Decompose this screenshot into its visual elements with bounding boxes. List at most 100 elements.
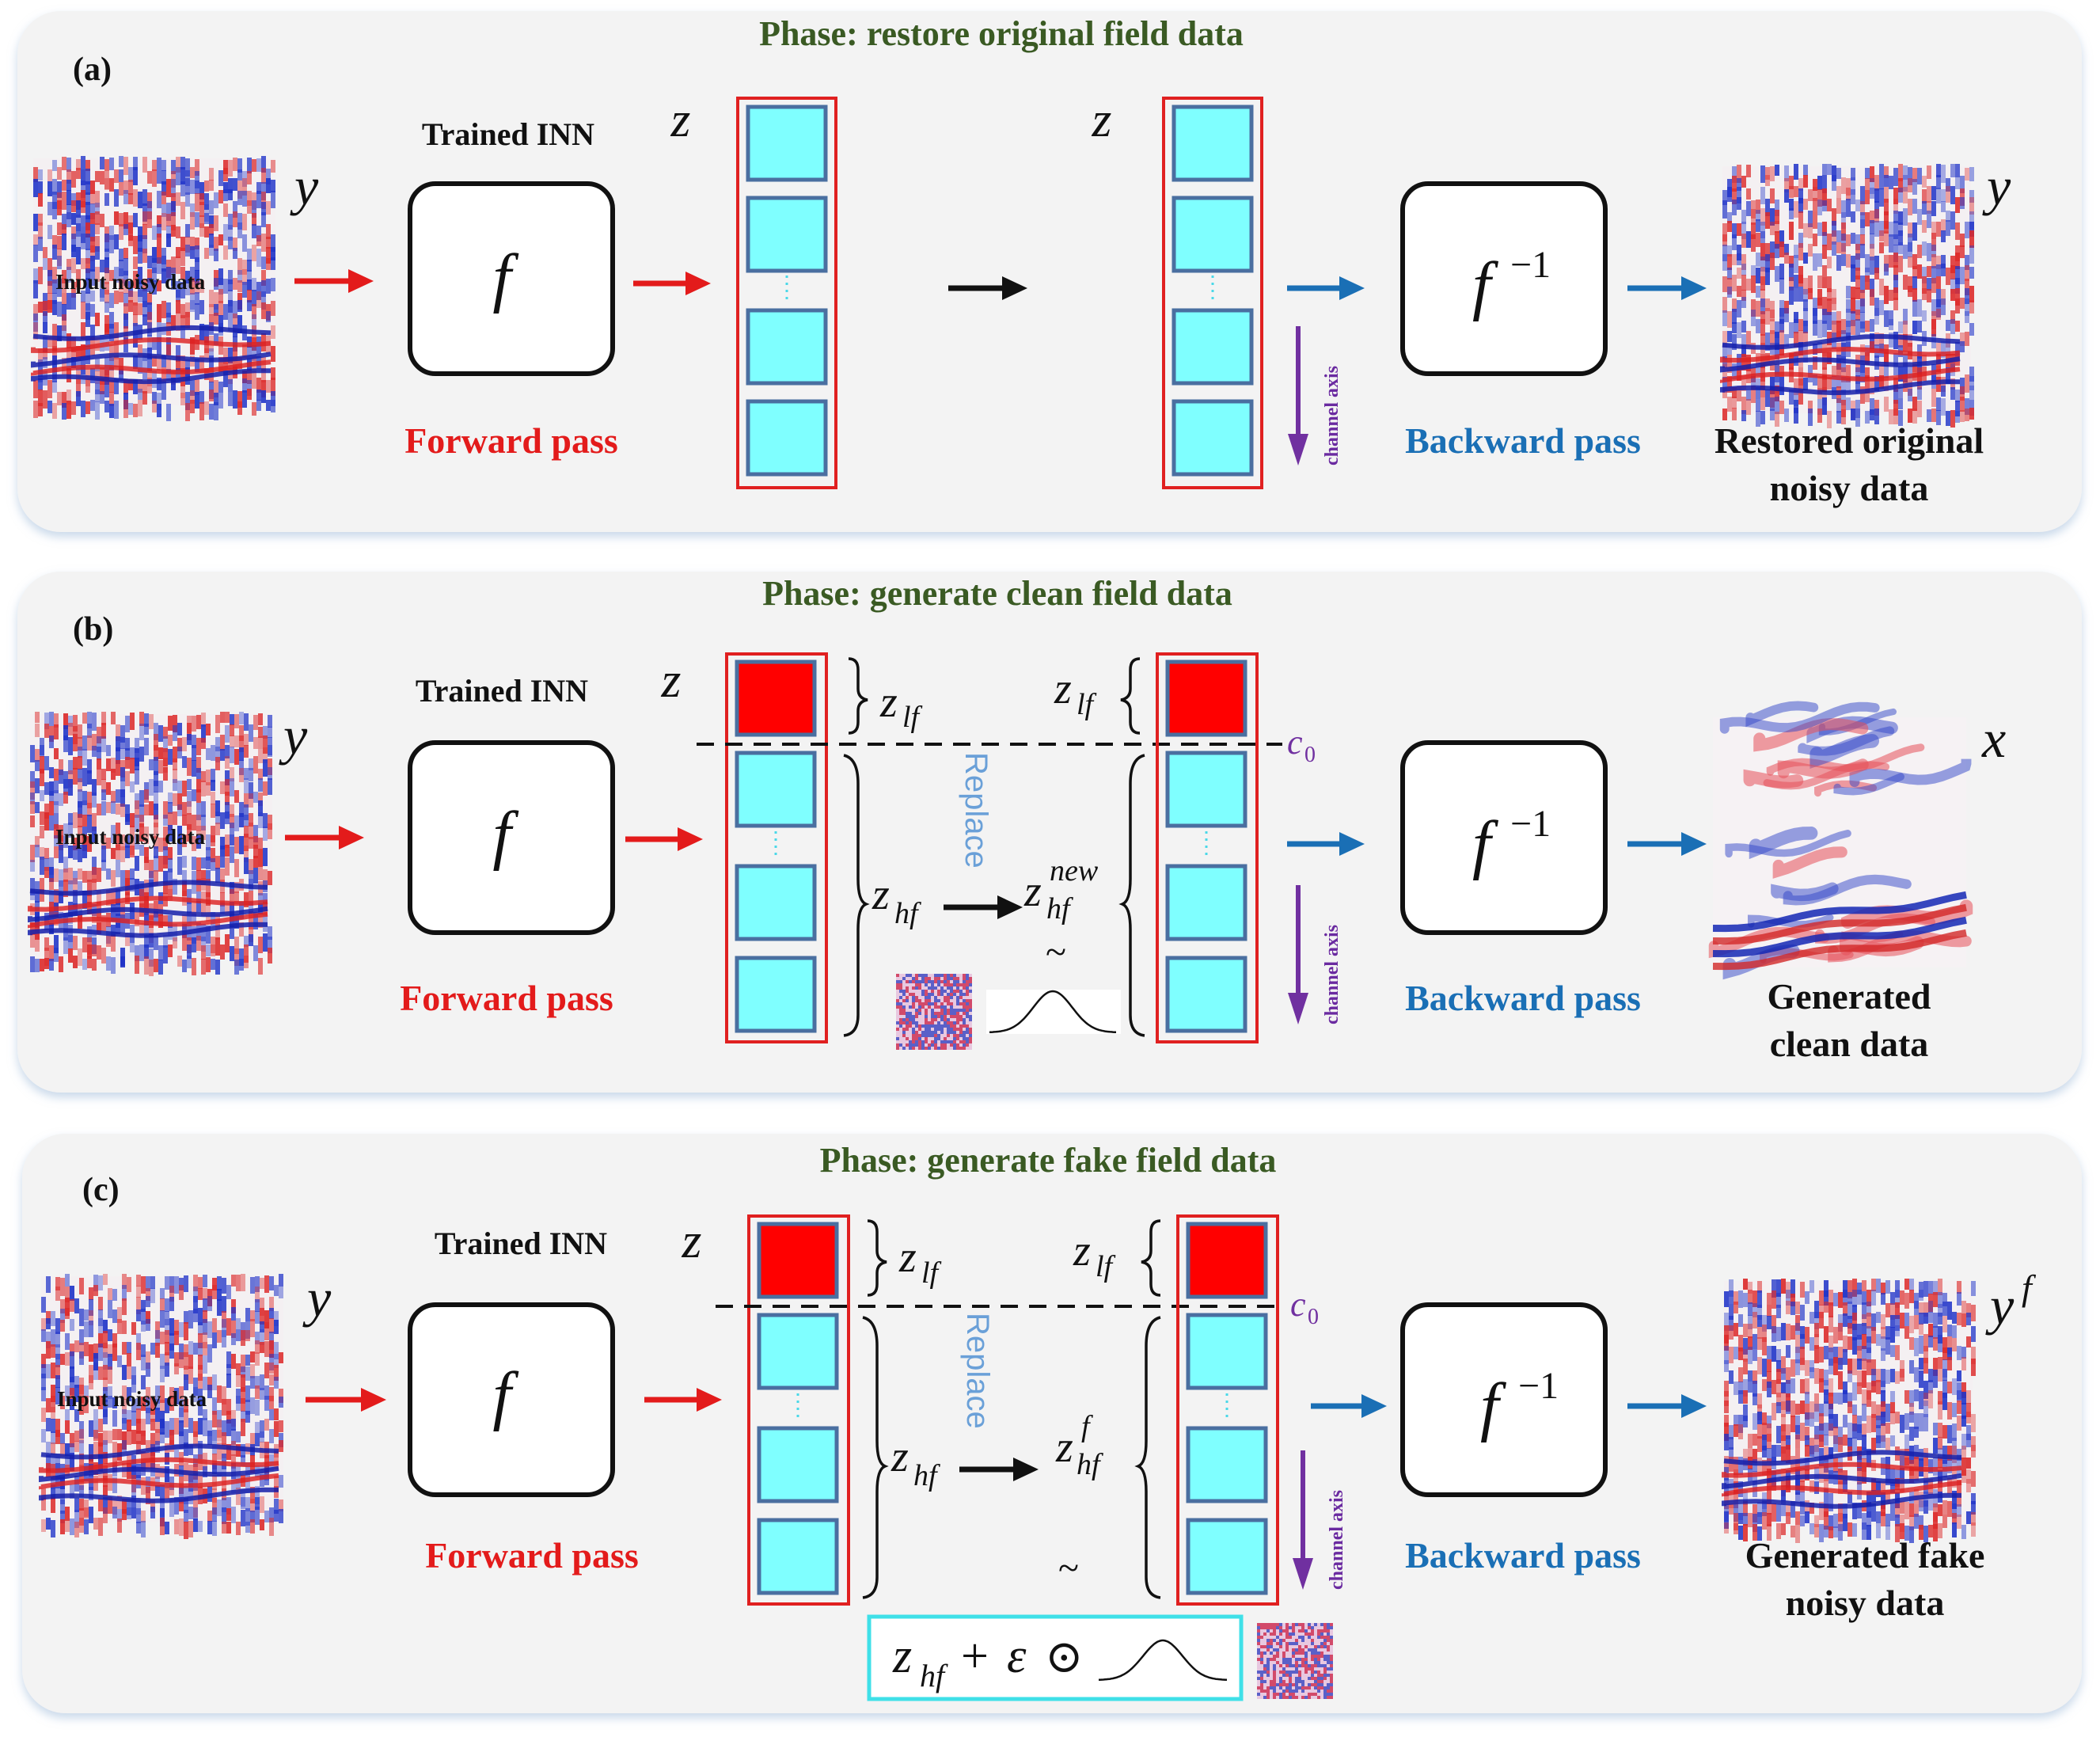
latent-block [1172,196,1254,273]
panel-a-title: Phase: restore original field data [759,14,1244,53]
panel-b-label: (b) [73,611,113,648]
panel-c-latent-vector-right [1176,1214,1279,1606]
panel-b-gaussian-curve [986,990,1121,1034]
panel-a-output-caption-line1: Restored original [1715,420,1984,461]
latent-block [1186,1426,1268,1503]
panel-a-arrow-to-latent [633,272,711,295]
latent-block [1172,105,1254,182]
panel-a-forward-label: Forward pass [404,420,618,461]
panel-a-forward-network [408,181,615,376]
panel-c-output-caption-line1: Generated fake [1745,1535,1985,1575]
panel-b-brace-hf-right [1118,754,1145,1037]
panel-c-zlf-right-base: z [1073,1226,1091,1275]
panel-c-arrow-to-latent [644,1388,722,1412]
panel-c-output-caption-line2: noisy data [1786,1583,1945,1623]
latent-block [1165,956,1247,1033]
panel-c-gaussian-noise-patch [1257,1623,1333,1699]
panel-a-input-image: Input noisy data [31,156,275,421]
panel-c-zfake-base: z [1055,1423,1073,1472]
panel-c-input-image: Input noisy data [39,1274,283,1539]
panel-c-c0-base: c [1290,1285,1306,1324]
panel-c-replace-label: Replace [960,1313,995,1429]
panel-b-arrow-to-latent [625,827,703,851]
panel-b-zlf-left-base: z [879,678,898,727]
panel-c-forward-label: Forward pass [425,1535,639,1575]
panel-b-inverse-network [1400,740,1608,935]
panel-b-arrow-to-inverse [1287,832,1365,856]
panel-c-channel-axis-label: channel axis [1327,1490,1347,1590]
panel-a-latent-symbol-right: z [1092,91,1112,147]
panel-c-label: (c) [82,1172,120,1208]
panel-c-input-caption: Input noisy data [57,1387,207,1411]
panel-c-zfake-sub: hf [1077,1448,1103,1481]
latent-block [1172,399,1254,477]
panel-c-arrow-to-output [1627,1394,1707,1418]
panel-c-inverse-network [1400,1302,1608,1497]
panel-c-input-symbol: y [302,1268,332,1328]
panel-a-input-symbol: y [290,156,319,216]
panel-a-inverse-network [1400,181,1608,376]
panel-b-output-caption-line2: clean data [1770,1024,1929,1064]
panel-c-arrow-to-fake [959,1458,1039,1481]
panel-a-network-label: Trained INN [422,116,594,152]
panel-b-forward-label: Forward pass [400,978,613,1018]
latent-block [1186,1518,1268,1595]
panel-a: Phase: restore original field data (a) I… [17,11,2082,532]
panel-a-arrow-to-output [1627,276,1707,300]
panel-c-formula-sub: hf [920,1658,948,1693]
latent-block [735,864,817,941]
panel-c-formula-box: z hf + ε ⊙ [867,1614,1244,1701]
panel-c-zhf-sub: hf [913,1459,940,1492]
panel-b-c0-sub: 0 [1304,743,1316,767]
panel-c-title: Phase: generate fake field data [820,1141,1277,1180]
panel-b-forward-network [408,740,615,935]
panel-b-zhf-sub: hf [894,897,921,930]
panel-b-input-caption: Input noisy data [55,825,206,849]
latent-block [1165,751,1247,828]
latent-block [746,105,828,182]
panel-c-formula-z: z [892,1629,912,1683]
panel-a-arrow-input [294,269,374,293]
panel-c-inverse-exponent: −1 [1518,1365,1559,1407]
panel-b-inverse-exponent: −1 [1510,803,1551,845]
panel-c-output-symbol: y [1985,1275,2015,1336]
panel-b-arrow-to-new [944,895,1023,919]
panel-b-brace-lf-right [1120,657,1141,735]
panel-b-input-image: Input noisy data [28,712,272,976]
panel-b-znew-base: z [1023,867,1042,916]
panel-c-latent-symbol: z [682,1212,702,1268]
panel-b-output-image [1708,701,1973,980]
panel-b-output-symbol: x [1981,709,2006,769]
panel-b-background [17,572,2082,1093]
panel-b-channel-axis: channel axis [1288,885,1342,1024]
panel-b-brace-hf-left [843,754,870,1037]
panel-b-channel-axis-label: channel axis [1322,925,1342,1024]
panel-b-backward-label: Backward pass [1405,978,1641,1018]
panel-b-gaussian-noise-patch [896,974,972,1050]
panel-b-c0-base: c [1287,723,1303,762]
panel-c-backward-label: Backward pass [1405,1535,1641,1575]
panel-a-output-image [1720,164,1974,428]
latent-block-lowfreq [1186,1222,1268,1299]
latent-block-lowfreq [1165,659,1247,737]
latent-block [735,956,817,1033]
panel-c-brace-lf-right [1141,1219,1161,1297]
panel-b-replace-label: Replace [959,752,993,868]
latent-block [746,196,828,273]
panel-c-tilde: ~ [1058,1547,1079,1589]
panel-c-brace-hf-left [862,1316,889,1599]
panel-a-background [17,11,2082,532]
panel-b-output-caption-line1: Generated [1768,976,1931,1017]
panel-b-zlf-right-base: z [1054,664,1072,713]
panel-a-input-caption: Input noisy data [55,270,206,294]
panel-b-tilde: ~ [1046,931,1066,973]
panel-c-background [22,1134,2082,1713]
panel-b-znew-sub: hf [1046,892,1073,926]
latent-block [1172,308,1254,386]
panel-c-latent-vector-left [747,1214,850,1606]
panel-b-title: Phase: generate clean field data [762,574,1232,613]
panel-b-latent-vector-left [725,652,828,1043]
latent-block [746,399,828,477]
latent-block [757,1426,839,1503]
